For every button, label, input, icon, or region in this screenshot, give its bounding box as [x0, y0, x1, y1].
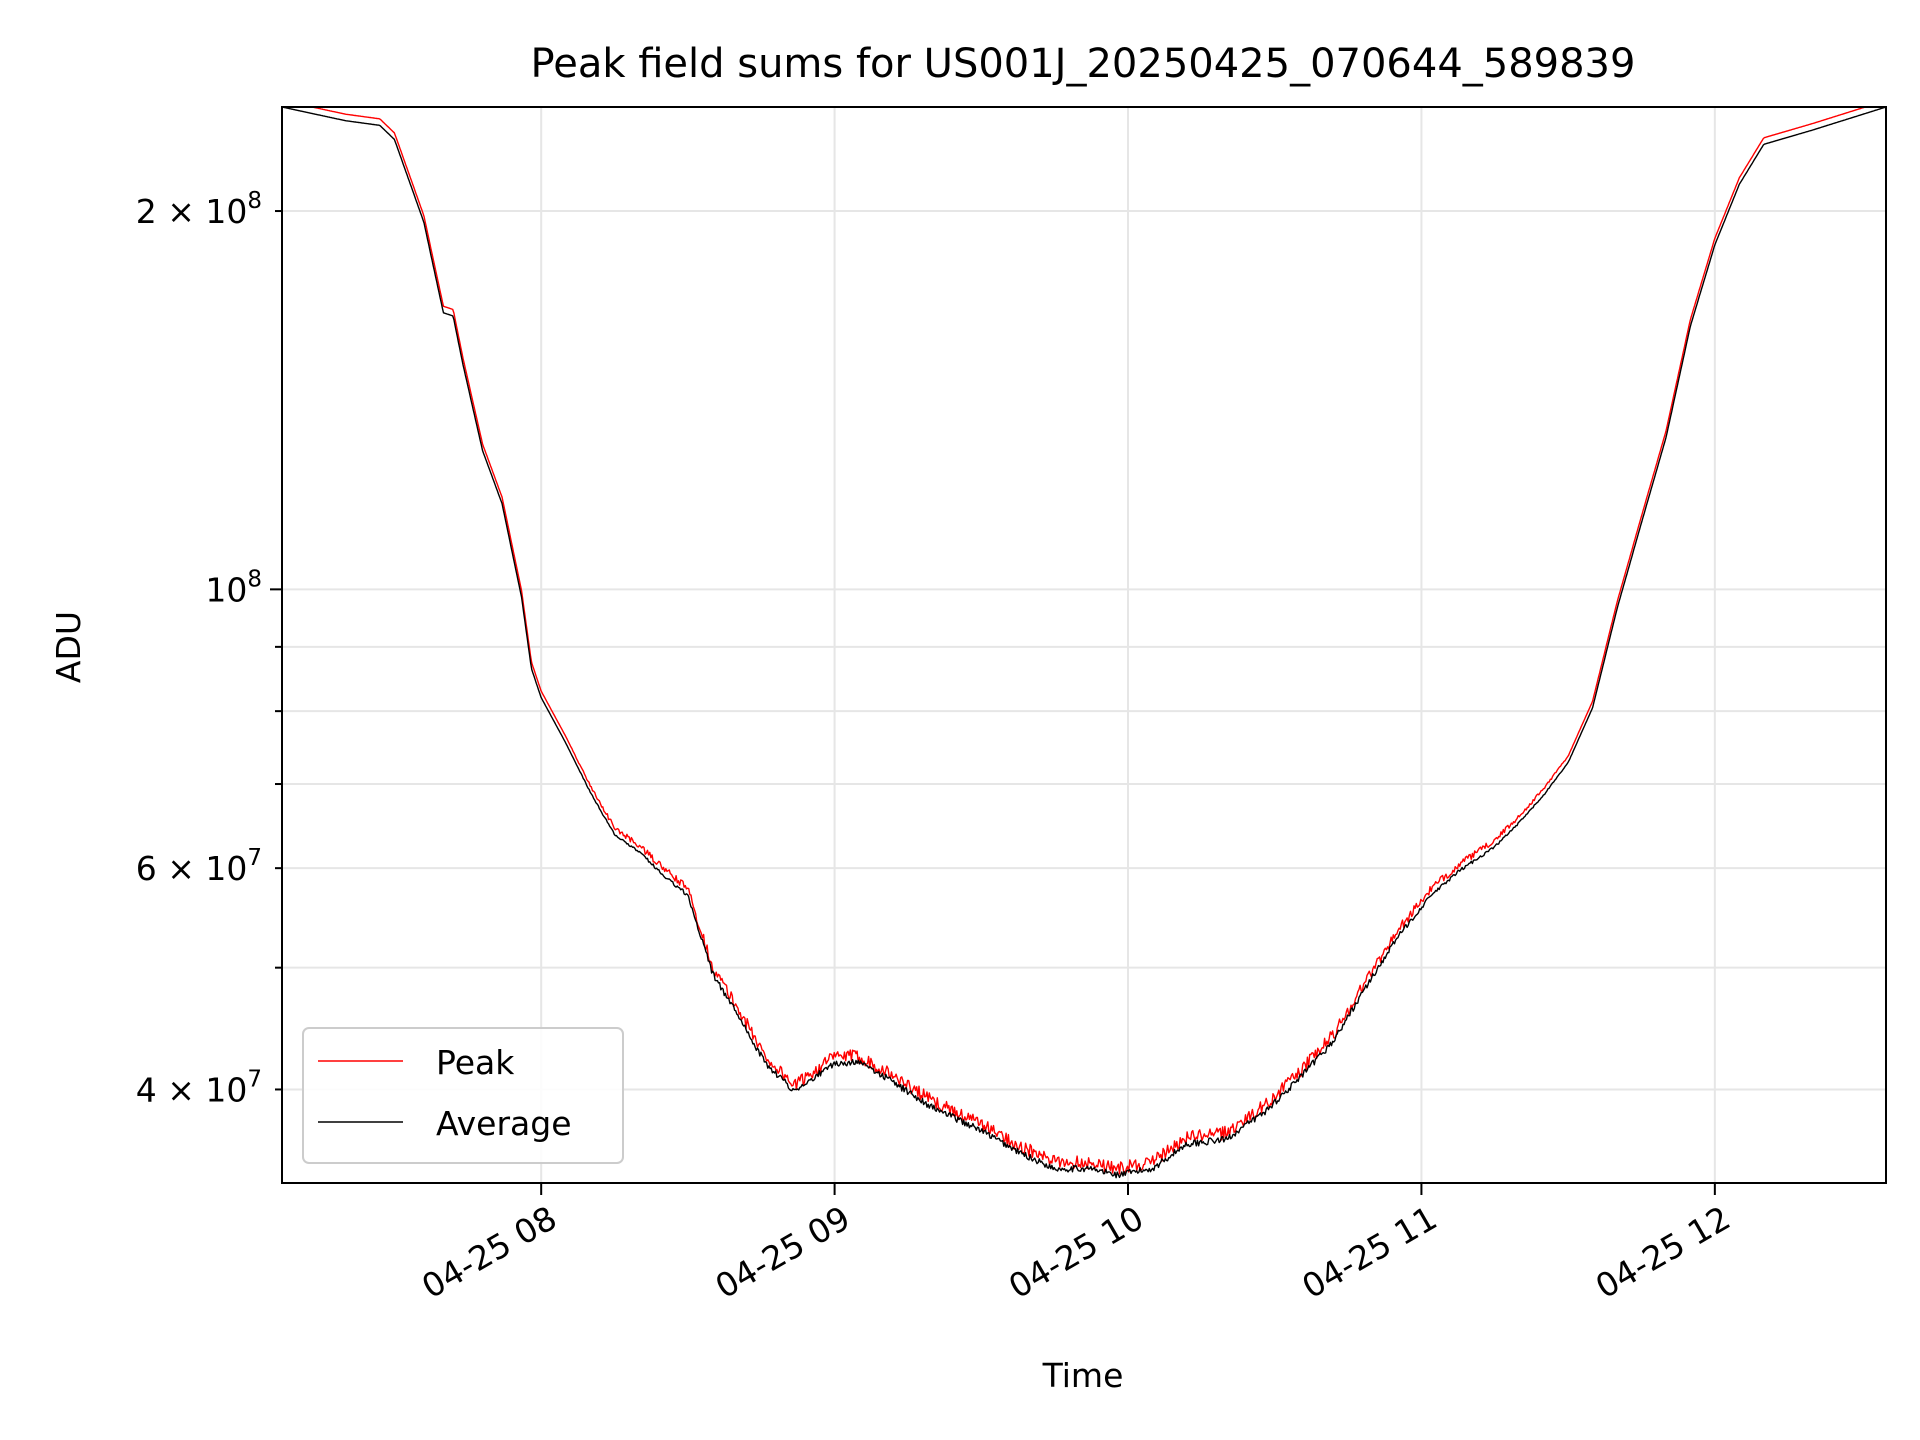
y-axis-label: ADU — [49, 611, 88, 683]
series-line-average — [281, 106, 1887, 1179]
y-tick-label: 6 × 107 — [136, 845, 262, 888]
y-tick-label: 4 × 107 — [136, 1066, 262, 1109]
plot-frame — [281, 106, 1887, 1184]
legend-label-average: Average — [436, 1104, 572, 1143]
chart-title: Peak field sums for US001J_20250425_0706… — [531, 41, 1636, 87]
series-layer — [281, 106, 1887, 1179]
x-axis-label: Time — [1042, 1356, 1124, 1395]
series-line-peak — [282, 106, 1886, 1175]
legend: Peak Average — [302, 1027, 624, 1164]
legend-label-peak: Peak — [436, 1043, 515, 1082]
y-tick-label: 2 × 108 — [136, 188, 262, 231]
